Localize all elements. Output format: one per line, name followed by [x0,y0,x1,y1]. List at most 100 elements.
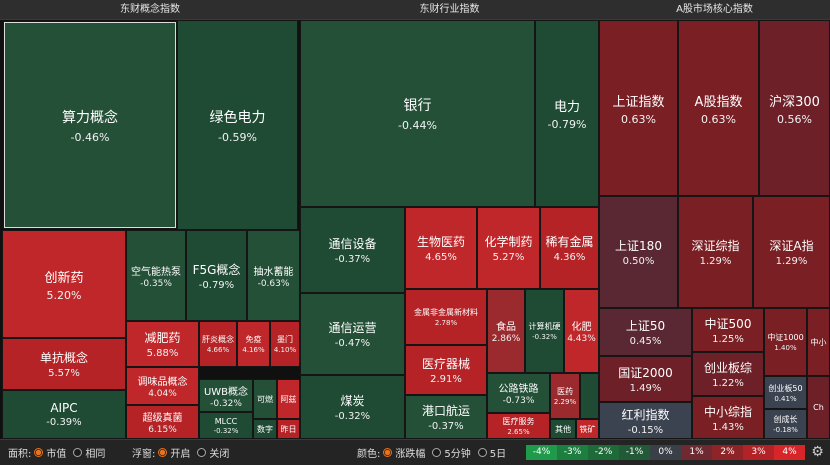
color-option-change[interactable]: 涨跌幅 [383,445,425,460]
tile-jsjyj[interactable]: 计算机硬 -0.32% [525,289,564,373]
gear-icon[interactable]: ⚙ [811,444,824,460]
tile-value: 4.04% [148,389,177,399]
radio-icon [432,448,442,457]
tile-name: 港口航运 [421,404,470,418]
tile-mianyi[interactable]: 免疫 4.16% [237,321,270,367]
tile-dianli[interactable]: 电力 -0.79% [535,20,599,207]
tile-suanli[interactable]: 算力概念 -0.46% [3,21,177,229]
tile-cyb50[interactable]: 创业板50 0.41% [764,376,807,409]
area-option-market-cap[interactable]: 市值 [34,445,66,460]
tile-szag[interactable]: 深证A指 1.29% [753,196,830,308]
tile-azheng[interactable]: 阿兹 [277,379,300,419]
core-panel: A股市场核心指数 上证指数 0.63% A股指数 0.63% 沪深300 0.56% … [599,0,830,439]
tile-zhongxiao[interactable]: 中小 [807,308,830,376]
tile-mengmen[interactable]: 墨门 4.10% [270,321,300,367]
tile-ch[interactable]: Ch [807,376,830,439]
scale-swatch: 1% [681,445,712,460]
tile-value: -0.47% [334,338,371,349]
tile-name: 调味品概念 [137,377,188,388]
tile-value: 1.43% [712,421,744,433]
tile-tiekuang[interactable]: 铁矿 [576,419,599,439]
tile-value: -0.15% [627,424,664,436]
tile-dankang[interactable]: 单抗概念 5.57% [2,338,126,390]
tile-name: 铁矿 [579,424,596,434]
tile-jsfjs[interactable]: 金属非金属新材料 2.78% [405,289,487,345]
industry-panel-title: 东财行业指数 [300,0,599,20]
tile-value: 1.22% [712,378,744,389]
tile-qita[interactable]: 其他 [550,419,576,439]
tile-hs300[interactable]: 沪深300 0.56% [759,20,830,196]
float-option-off[interactable]: 关闭 [197,445,229,460]
tile-value: 5.27% [492,252,525,263]
tile-f5g[interactable]: F5G概念 -0.79% [186,230,247,321]
color-scale: -4% -3% -2% -1% 0% 1% 2% 3% 4% [526,445,805,460]
tile-name: 电力 [553,100,580,115]
tile-gkhy[interactable]: 港口航运 -0.37% [405,395,487,439]
tile-szzz[interactable]: 深证综指 1.29% [678,196,753,308]
tile-tiaowei[interactable]: 调味品概念 4.04% [126,367,199,405]
tile-agzs[interactable]: A股指数 0.63% [678,20,759,196]
tile-name: 食品 [496,322,516,333]
tile-cck[interactable]: 创成长 -0.18% [764,409,807,439]
tile-meitan[interactable]: 煤炭 -0.32% [300,375,405,439]
tile-name: 减肥药 [144,331,181,345]
tile-kongqi[interactable]: 空气能热泵 -0.35% [126,230,186,321]
tile-zz500[interactable]: 中证500 1.25% [692,308,764,352]
tile-uwb[interactable]: UWB概念 -0.32% [199,379,253,412]
tile-value: -0.32% [213,426,239,435]
tile-txyy[interactable]: 通信运营 -0.47% [300,293,405,375]
tile-value: -0.32% [334,411,371,422]
tile-ganyan[interactable]: 肝炎概念 4.66% [199,321,237,367]
tile-yiyao[interactable]: 医药 2.29% [550,373,580,419]
tile-name: 创业板50 [768,383,803,393]
tile-choushui[interactable]: 抽水蓄能 -0.63% [247,230,300,321]
tile-hxzy[interactable]: 化学制药 5.27% [477,207,540,289]
tile-xyjs[interactable]: 稀有金属 4.36% [540,207,599,289]
tile-chuangxin[interactable]: 创新药 5.20% [2,230,126,338]
tile-side-small[interactable] [580,373,599,419]
tile-name: 生物医药 [416,235,465,249]
area-group: 面积: 市值 相同 [8,440,112,465]
tile-jianfei[interactable]: 减肥药 5.88% [126,321,199,367]
scale-swatch: -2% [588,445,619,460]
tile-lvse[interactable]: 绿色电力 -0.59% [177,20,298,230]
scale-swatch: -1% [619,445,650,460]
tile-zxzz[interactable]: 中小综指 1.43% [692,396,764,439]
tile-value: 1.25% [712,334,744,345]
tile-szzs[interactable]: 上证指数 0.63% [599,20,678,196]
tile-yinhang[interactable]: 银行 -0.44% [300,20,535,207]
tile-cybz[interactable]: 创业板综 1.22% [692,352,764,396]
tile-value: 1.40% [774,344,797,352]
tile-sz50[interactable]: 上证50 0.45% [599,308,692,356]
tile-zz1000[interactable]: 中证1000 1.40% [764,308,807,376]
tile-value: 5.88% [146,348,179,359]
tile-swyy[interactable]: 生物医药 4.65% [405,207,477,289]
tile-gltl[interactable]: 公路铁路 -0.73% [487,373,550,413]
float-option-on[interactable]: 开启 [158,445,190,460]
tile-name: AIPC [50,401,78,415]
tile-gz2000[interactable]: 国证2000 1.49% [599,356,692,402]
tile-chaoji[interactable]: 超级真菌 6.15% [126,405,199,439]
tile-shuzi[interactable]: 数字 [253,419,277,439]
tile-shipin[interactable]: 食品 2.86% [487,289,525,373]
tile-hlzs[interactable]: 红利指数 -0.15% [599,402,692,439]
tile-sz180[interactable]: 上证180 0.50% [599,196,678,308]
color-option-5min[interactable]: 5分钟 [432,445,471,460]
tile-value: -0.44% [398,119,437,132]
tile-ylqx[interactable]: 医疗器械 2.91% [405,345,487,395]
tile-value: -0.73% [502,396,535,406]
color-option-5day[interactable]: 5日 [477,445,506,460]
tile-name: 通信设备 [328,237,377,251]
tile-name: 金属非金属新材料 [414,308,478,317]
tile-keran[interactable]: 可燃 [253,379,277,419]
tile-value: 4.36% [553,252,586,263]
tile-huafei[interactable]: 化肥 4.43% [564,289,599,373]
area-option-equal[interactable]: 相同 [73,445,105,460]
tile-aipc[interactable]: AIPC -0.39% [2,390,126,439]
tile-value: -0.59% [218,130,257,144]
option-label: 市值 [46,449,67,460]
tile-ylfw[interactable]: 医疗服务 2.65% [487,413,550,439]
tile-mlcc[interactable]: MLCC -0.32% [199,412,253,439]
tile-txsb[interactable]: 通信设备 -0.37% [300,207,405,293]
tile-zuori[interactable]: 昨日 [277,419,300,439]
